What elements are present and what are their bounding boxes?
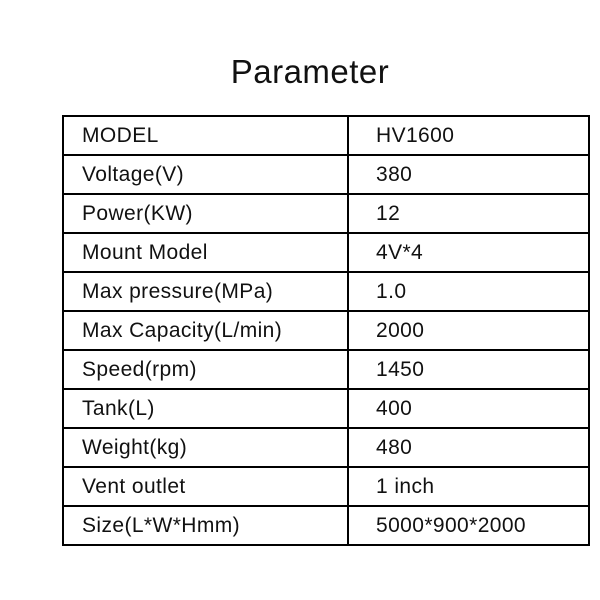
- param-value-cell: 2000: [347, 310, 590, 351]
- param-label-cell: Max pressure(MPa): [62, 271, 349, 312]
- param-value-cell: 380: [347, 154, 590, 195]
- param-value-cell: 1.0: [347, 271, 590, 312]
- table-row: MODEL HV1600: [62, 115, 590, 156]
- parameter-table-body: MODEL HV1600 Voltage(V) 380 Power(KW) 12…: [62, 115, 590, 546]
- param-label-cell: Vent outlet: [62, 466, 349, 507]
- param-value-cell: 1 inch: [347, 466, 590, 507]
- param-label-cell: Mount Model: [62, 232, 349, 273]
- param-value-cell: 12: [347, 193, 590, 234]
- param-label-cell: Tank(L): [62, 388, 349, 429]
- param-value-cell: 5000*900*2000: [347, 505, 590, 546]
- param-label-cell: Max Capacity(L/min): [62, 310, 349, 351]
- param-value-cell: 400: [347, 388, 590, 429]
- page-title: Parameter: [230, 53, 390, 90]
- param-label-cell: Size(L*W*Hmm): [62, 505, 349, 546]
- param-label-cell: Voltage(V): [62, 154, 349, 195]
- param-label-cell: Weight(kg): [62, 427, 349, 468]
- parameter-table: MODEL HV1600 Voltage(V) 380 Power(KW) 12…: [62, 115, 590, 546]
- table-row: Speed(rpm) 1450: [62, 349, 590, 390]
- table-row: Max Capacity(L/min) 2000: [62, 310, 590, 351]
- param-label-cell: MODEL: [62, 115, 349, 156]
- param-value-cell: HV1600: [347, 115, 590, 156]
- param-label-cell: Power(KW): [62, 193, 349, 234]
- param-value-cell: 480: [347, 427, 590, 468]
- table-row: Vent outlet 1 inch: [62, 466, 590, 507]
- table-row: Size(L*W*Hmm) 5000*900*2000: [62, 505, 590, 546]
- table-row: Weight(kg) 480: [62, 427, 590, 468]
- param-label-cell: Speed(rpm): [62, 349, 349, 390]
- table-row: Voltage(V) 380: [62, 154, 590, 195]
- param-value-cell: 1450: [347, 349, 590, 390]
- table-row: Max pressure(MPa) 1.0: [62, 271, 590, 312]
- table-row: Tank(L) 400: [62, 388, 590, 429]
- table-row: Mount Model 4V*4: [62, 232, 590, 273]
- table-row: Power(KW) 12: [62, 193, 590, 234]
- param-value-cell: 4V*4: [347, 232, 590, 273]
